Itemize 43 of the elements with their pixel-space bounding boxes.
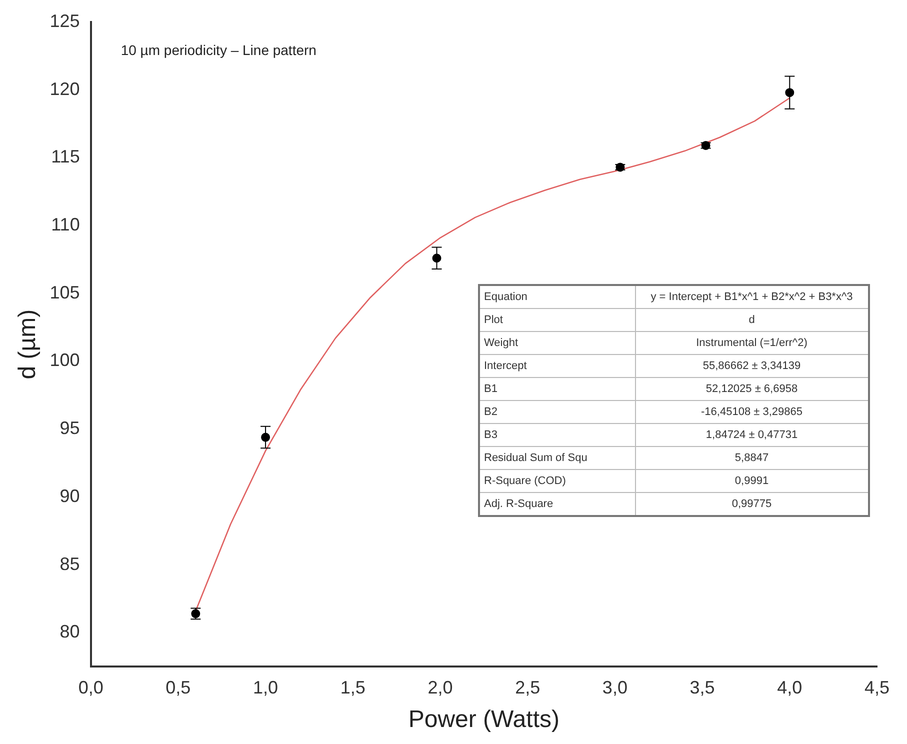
annotation: 0,99775 [635, 492, 869, 516]
annotation: -16,45108 ± 3,29865 [635, 400, 869, 424]
x-tick-label: 4,0 [777, 677, 802, 698]
annotation: Adj. R-Square [479, 492, 635, 516]
x-tick-label: 2,5 [515, 677, 540, 698]
annotation: Instrumental (=1/err^2) [635, 332, 869, 354]
annotation: 5,8847 [635, 446, 869, 470]
annotation: 0,9991 [635, 470, 869, 492]
y-tick-label: 105 [50, 282, 80, 302]
x-tick-label: 3,0 [602, 677, 628, 698]
annotation: 52,12025 ± 6,6958 [635, 378, 869, 400]
annotation: d [635, 308, 869, 332]
y-tick-label: 115 [51, 146, 80, 167]
annotation: 55,86662 ± 3,34139 [635, 354, 869, 378]
x-tick-label: 1,0 [253, 677, 278, 698]
y-tick-label: 90 [60, 486, 80, 506]
x-tick-label: 4,5 [864, 677, 890, 698]
annotation: Residual Sum of Squ [479, 446, 635, 470]
text: 10 µm periodicity – Line pattern [120, 42, 316, 58]
x-tick-label: 3,5 [690, 677, 715, 698]
annotation: Weight [479, 332, 635, 354]
annotation: B1 [479, 378, 635, 400]
x-tick-label: 0,5 [166, 677, 191, 698]
annotation: y = Intercept + B1*x^1 + B2*x^2 + B3*x^3 [635, 285, 869, 308]
annotation: B2 [479, 400, 635, 424]
y-tick-label: 100 [50, 350, 80, 370]
y-tick-label: 95 [60, 418, 80, 438]
x-axis-title: Power (Watts) [408, 706, 560, 734]
x-tick-label: 2,0 [428, 677, 453, 698]
annotation: R-Square (COD) [479, 470, 635, 492]
y-tick-label: 110 [51, 214, 80, 235]
y-tick-label: 80 [60, 622, 80, 642]
annotation: 1,84724 ± 0,47731 [635, 424, 869, 446]
annotation: Plot [479, 308, 635, 332]
y-tick-label: 85 [60, 554, 80, 574]
annotation: Intercept [479, 354, 635, 378]
x-tick-label: 1,5 [340, 677, 366, 698]
annotation: Equation [479, 285, 635, 308]
y-tick-label: 125 [50, 10, 80, 31]
annotation: B3 [479, 424, 635, 446]
y-axis-title: d (µm) [14, 309, 42, 380]
x-tick-label: 0,0 [78, 677, 104, 698]
y-tick-label: 120 [50, 78, 80, 99]
